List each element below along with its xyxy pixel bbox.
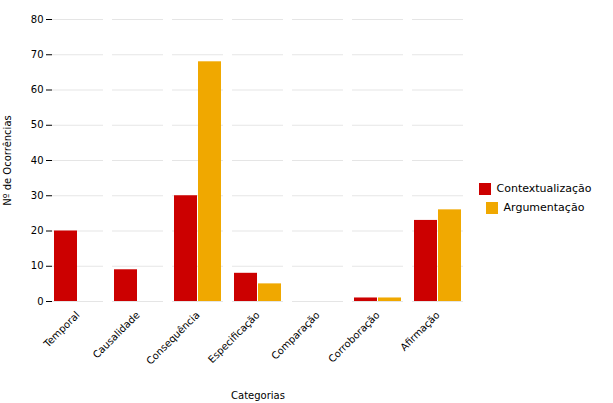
- svg-text:50: 50: [31, 119, 44, 130]
- svg-text:30: 30: [31, 189, 44, 200]
- svg-text:20: 20: [31, 225, 44, 236]
- svg-text:10: 10: [31, 260, 44, 271]
- svg-text:40: 40: [31, 154, 44, 165]
- svg-text:Consequência: Consequência: [144, 309, 202, 367]
- html-text:Argumentação: Argumentação: [503, 201, 585, 215]
- svg-text:70: 70: [31, 48, 44, 59]
- svg-text:Corroboração: Corroboração: [326, 309, 382, 365]
- svg-text:60: 60: [31, 84, 44, 95]
- svg-text:80: 80: [31, 13, 44, 24]
- svg-text:Causalidade: Causalidade: [91, 309, 142, 360]
- svg-text:Afirmação: Afirmação: [398, 309, 442, 353]
- svg-text:Temporal: Temporal: [41, 309, 82, 350]
- svg-text:0: 0: [37, 295, 43, 306]
- svg-text:Categorias: Categorias: [231, 389, 285, 400]
- svg-text:Nº de Ocorrências: Nº de Ocorrências: [2, 115, 13, 205]
- svg-text:Comparação: Comparação: [269, 309, 322, 362]
- html-text:Contextualização: Contextualização: [496, 182, 592, 196]
- svg-text:Especificação: Especificação: [206, 309, 262, 365]
